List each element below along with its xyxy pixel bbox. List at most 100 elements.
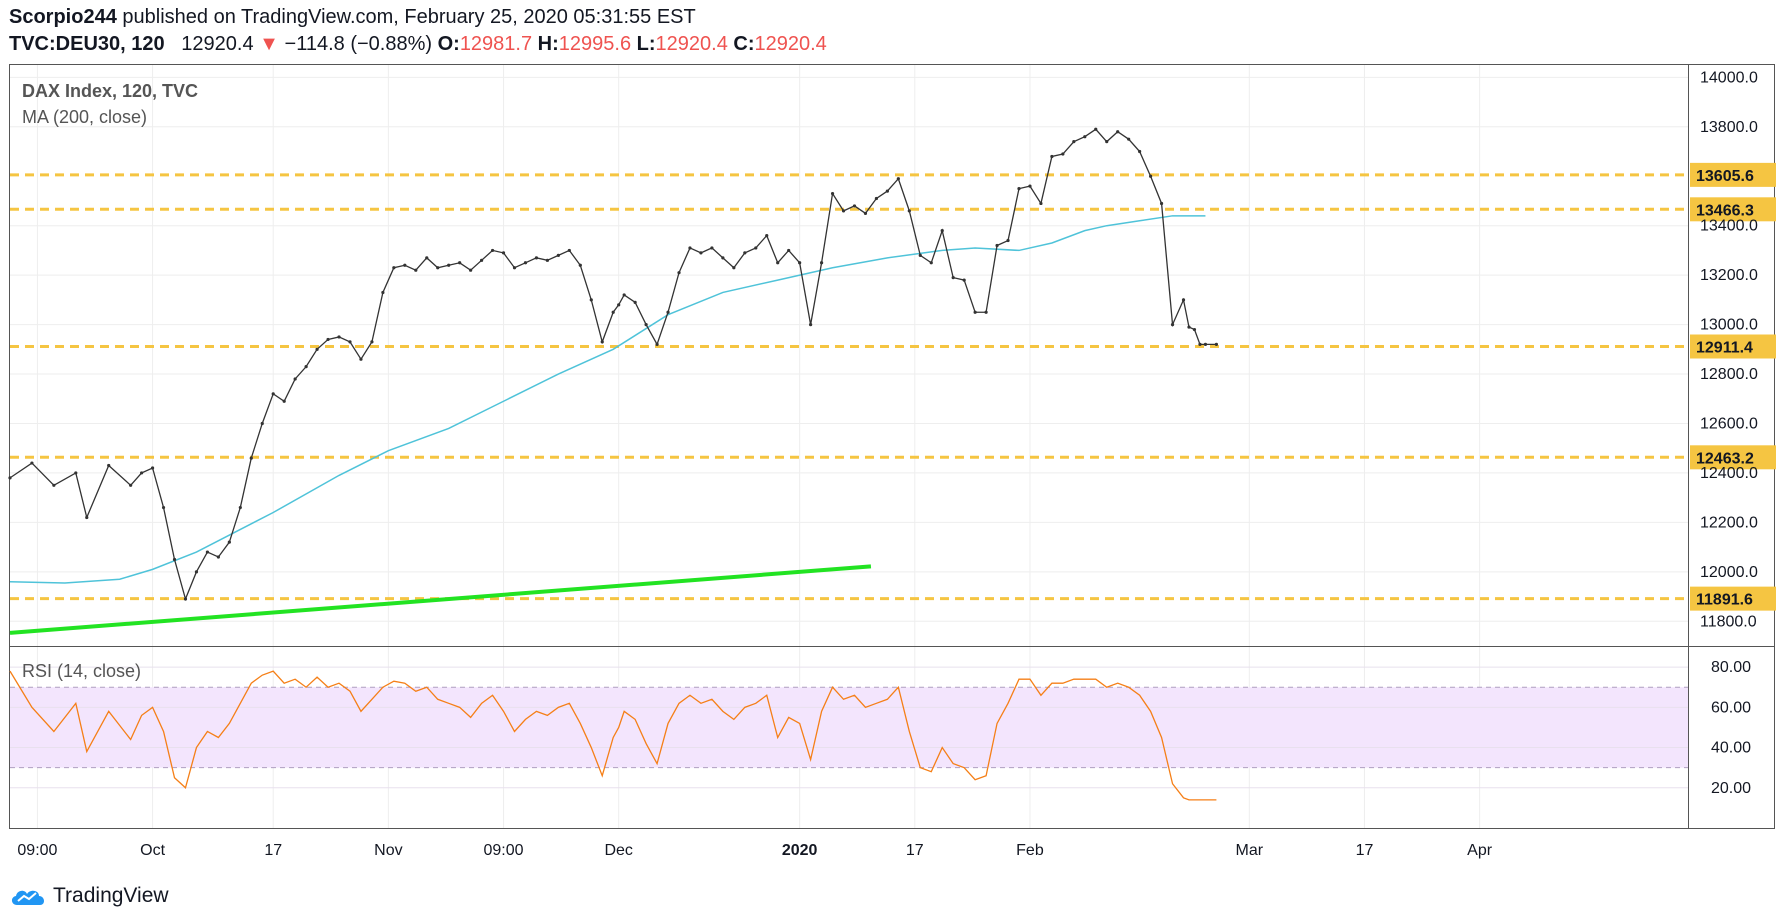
high-label: H: xyxy=(537,33,559,55)
price-tick-label: 12000.0 xyxy=(1700,564,1758,581)
price-point xyxy=(183,597,188,601)
price-point xyxy=(140,471,144,475)
time-tick-label: Mar xyxy=(1236,842,1264,859)
price-change: −114.8 (−0.88%) xyxy=(284,33,433,55)
price-point xyxy=(973,310,977,314)
price-point xyxy=(1181,298,1186,302)
price-axis-labels: 14000.0 13800.0 13400.0 13200.0 13000.0 12800… xyxy=(1700,69,1758,630)
high-value: 12995.6 xyxy=(558,33,632,55)
price-point xyxy=(699,251,703,255)
rsi-axis-labels: 80.00 60.00 40.00 20.00 xyxy=(1711,659,1751,797)
price-point xyxy=(1192,327,1197,332)
price-point xyxy=(995,243,999,248)
price-point xyxy=(600,340,604,344)
price-point xyxy=(523,261,528,265)
last-price: 12920.4 xyxy=(181,33,254,55)
rsi-band-group xyxy=(10,666,1688,789)
rsi-line xyxy=(9,670,1217,801)
price-point xyxy=(512,266,517,270)
rsi-band xyxy=(10,687,1688,768)
time-tick-label: 09:00 xyxy=(17,842,57,859)
time-tick-label: Feb xyxy=(1016,842,1044,859)
price-point xyxy=(907,209,911,213)
price-point xyxy=(1203,342,1208,346)
price-point xyxy=(293,377,297,381)
price-point xyxy=(1083,135,1087,139)
price-tick-label: 13400.0 xyxy=(1700,218,1758,235)
price-point xyxy=(885,189,889,193)
ma-line-group xyxy=(9,215,1206,584)
price-point xyxy=(194,570,199,574)
price-point xyxy=(238,505,242,510)
level-price-tag xyxy=(1690,586,1776,611)
price-point xyxy=(666,310,670,314)
price-point xyxy=(447,263,451,267)
price-point xyxy=(52,483,56,487)
price-point xyxy=(929,261,933,265)
symbol-ohlc-bar: TVC:DEU30, 120 12920.4 ▼ −114.8 (−0.88%)… xyxy=(9,33,827,56)
level-price-label: 13605.6 xyxy=(1696,168,1754,185)
price-point xyxy=(721,256,725,260)
price-point xyxy=(578,263,582,267)
price-point xyxy=(754,246,758,250)
price-tick-label: 13000.0 xyxy=(1700,317,1758,334)
published-text: published on TradingView.com, February 2… xyxy=(122,6,696,28)
price-point xyxy=(458,261,462,265)
price-line xyxy=(9,128,1217,602)
time-tick-label: 09:00 xyxy=(484,842,524,859)
price-point xyxy=(874,196,879,201)
price-series-group xyxy=(8,127,1219,602)
horizontal-levels-group: 13605.6 13466.3 12911.4 12463.2 11891.6 xyxy=(10,162,1776,611)
price-point xyxy=(282,399,286,403)
price-point xyxy=(392,266,396,270)
ma-legend: MA (200, close) xyxy=(22,107,147,127)
rsi-legend: RSI (14, close) xyxy=(22,661,141,681)
price-point xyxy=(479,258,484,262)
price-point xyxy=(359,357,363,361)
price-point xyxy=(1094,127,1098,131)
brand-name: TradingView xyxy=(53,884,169,907)
price-point xyxy=(1149,174,1153,178)
price-point xyxy=(172,557,177,562)
price-point xyxy=(644,322,648,327)
publisher-name[interactable]: Scorpio244 xyxy=(9,6,117,28)
price-point xyxy=(161,505,166,510)
level-price-label: 12463.2 xyxy=(1696,450,1754,467)
price-point xyxy=(633,300,637,304)
price-tick-label: 14000.0 xyxy=(1700,69,1758,86)
price-point xyxy=(534,256,539,260)
trendline-group xyxy=(9,564,872,635)
price-tick-label: 12600.0 xyxy=(1700,415,1758,432)
price-point xyxy=(348,340,352,344)
time-tick-label: Nov xyxy=(374,842,402,859)
price-point xyxy=(1138,149,1142,154)
price-point xyxy=(819,261,824,265)
price-point xyxy=(326,337,330,342)
close-value: 12920.4 xyxy=(754,33,827,55)
green-trendline xyxy=(9,564,872,635)
level-price-tag xyxy=(1690,162,1776,187)
tradingview-logo[interactable]: TradingView xyxy=(9,884,169,908)
price-point xyxy=(74,471,78,475)
time-tick-label: Apr xyxy=(1467,842,1493,859)
price-tick-label: 13200.0 xyxy=(1700,267,1758,284)
rsi-tick-label: 20.00 xyxy=(1711,780,1751,797)
price-point xyxy=(30,461,34,465)
price-point xyxy=(8,476,12,480)
time-tick-label: 17 xyxy=(906,842,924,859)
price-point xyxy=(337,335,341,339)
price-point xyxy=(622,293,626,297)
publish-info: Scorpio244 published on TradingView.com,… xyxy=(9,6,696,29)
time-axis-labels: 09:00 Oct 17 Nov 09:00 Dec 2020 17 Feb Mar 17 Apr xyxy=(17,842,1492,859)
price-point xyxy=(863,211,868,215)
price-point xyxy=(227,540,231,544)
price-point xyxy=(556,253,560,257)
symbol-label: TVC:DEU30, 120 xyxy=(9,33,165,55)
price-point xyxy=(1061,152,1065,156)
price-point xyxy=(107,463,111,468)
price-point xyxy=(852,204,857,208)
price-point xyxy=(830,191,835,196)
price-point xyxy=(490,248,495,253)
price-point xyxy=(567,248,571,253)
